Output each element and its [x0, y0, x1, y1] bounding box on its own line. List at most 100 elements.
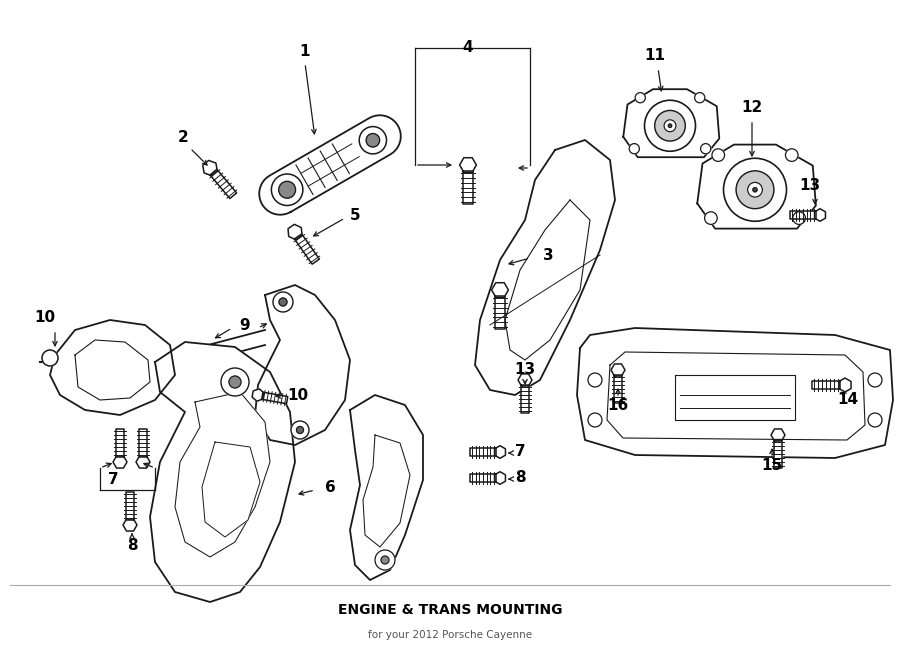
Text: 10: 10 [287, 387, 309, 402]
Circle shape [588, 413, 602, 427]
Circle shape [705, 212, 717, 224]
Circle shape [375, 550, 395, 570]
Circle shape [736, 171, 774, 209]
Polygon shape [494, 472, 506, 485]
Circle shape [291, 421, 309, 439]
Text: 12: 12 [742, 101, 762, 115]
Circle shape [669, 124, 671, 128]
Polygon shape [471, 448, 496, 455]
Text: 9: 9 [239, 318, 250, 332]
Polygon shape [202, 442, 260, 537]
Circle shape [272, 174, 303, 205]
Polygon shape [262, 392, 288, 404]
Circle shape [221, 368, 249, 396]
Circle shape [366, 134, 380, 147]
Circle shape [748, 183, 762, 197]
Polygon shape [252, 389, 264, 401]
Polygon shape [614, 375, 622, 403]
Circle shape [279, 181, 295, 198]
Circle shape [664, 120, 676, 132]
Text: 11: 11 [644, 48, 665, 62]
Circle shape [753, 187, 757, 192]
Circle shape [279, 298, 287, 306]
Polygon shape [126, 492, 134, 520]
Polygon shape [698, 144, 816, 228]
Polygon shape [350, 395, 423, 580]
Text: 8: 8 [127, 538, 138, 553]
Polygon shape [113, 456, 127, 468]
Text: 1: 1 [300, 44, 310, 60]
Polygon shape [150, 342, 295, 602]
Text: 7: 7 [515, 444, 526, 459]
Circle shape [381, 556, 389, 564]
Text: 2: 2 [177, 130, 188, 146]
Text: 15: 15 [761, 457, 783, 473]
Polygon shape [471, 475, 496, 481]
Text: ENGINE & TRANS MOUNTING: ENGINE & TRANS MOUNTING [338, 603, 562, 617]
Polygon shape [607, 352, 865, 440]
Polygon shape [139, 429, 147, 457]
Polygon shape [363, 435, 410, 547]
Polygon shape [518, 374, 532, 386]
Polygon shape [288, 224, 302, 240]
Polygon shape [675, 375, 795, 420]
Circle shape [588, 373, 602, 387]
Text: 3: 3 [543, 248, 553, 263]
Polygon shape [460, 158, 476, 172]
Circle shape [654, 111, 685, 141]
Polygon shape [521, 385, 529, 413]
Circle shape [712, 149, 724, 162]
Polygon shape [175, 392, 270, 557]
Polygon shape [491, 283, 508, 297]
Polygon shape [839, 378, 851, 392]
Polygon shape [577, 328, 893, 458]
Circle shape [695, 93, 705, 103]
Circle shape [793, 212, 806, 224]
Circle shape [644, 100, 696, 151]
Text: 8: 8 [515, 471, 526, 485]
Polygon shape [210, 169, 237, 199]
Text: 13: 13 [799, 177, 821, 193]
Text: 16: 16 [608, 397, 628, 412]
Polygon shape [116, 429, 124, 457]
Polygon shape [294, 234, 320, 264]
Polygon shape [136, 456, 150, 468]
Text: 6: 6 [325, 481, 336, 495]
Polygon shape [495, 296, 505, 330]
Circle shape [700, 144, 711, 154]
Polygon shape [771, 429, 785, 441]
Circle shape [229, 376, 241, 388]
Circle shape [868, 373, 882, 387]
Polygon shape [494, 446, 506, 458]
Polygon shape [75, 340, 150, 400]
Circle shape [635, 93, 645, 103]
Polygon shape [475, 140, 615, 395]
Circle shape [724, 158, 787, 221]
Circle shape [359, 126, 386, 154]
Polygon shape [259, 115, 400, 214]
Circle shape [42, 350, 58, 366]
Polygon shape [812, 381, 840, 389]
Circle shape [273, 292, 293, 312]
Polygon shape [790, 211, 815, 218]
Text: 14: 14 [837, 393, 859, 408]
Polygon shape [255, 285, 350, 445]
Circle shape [868, 413, 882, 427]
Circle shape [786, 149, 798, 162]
Polygon shape [464, 171, 472, 205]
Text: 13: 13 [515, 363, 536, 377]
Polygon shape [202, 160, 217, 175]
Text: 10: 10 [34, 310, 56, 326]
Polygon shape [611, 364, 625, 376]
Polygon shape [814, 209, 825, 221]
Polygon shape [774, 440, 782, 468]
Text: 5: 5 [350, 207, 360, 222]
Polygon shape [505, 200, 590, 360]
Text: 7: 7 [108, 473, 118, 487]
Text: 4: 4 [463, 40, 473, 56]
Polygon shape [123, 519, 137, 531]
Text: for your 2012 Porsche Cayenne: for your 2012 Porsche Cayenne [368, 630, 532, 640]
Circle shape [296, 426, 303, 434]
Polygon shape [623, 89, 719, 157]
Circle shape [629, 144, 639, 154]
